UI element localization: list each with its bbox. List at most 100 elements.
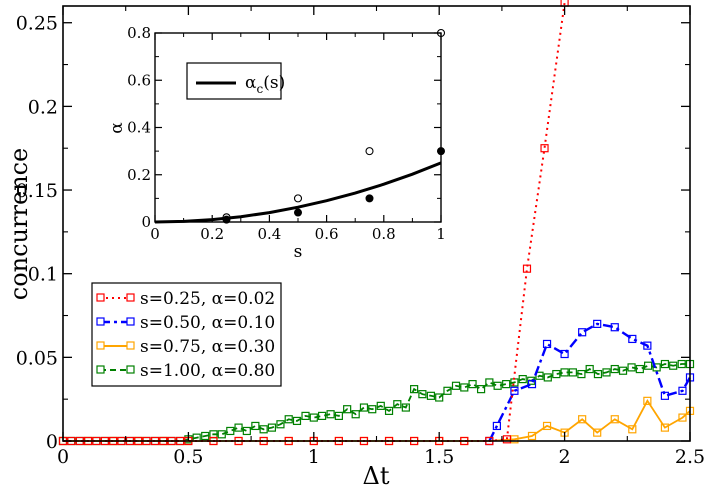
inset-legend-label: αc(s) — [245, 73, 285, 96]
series-line-1 — [488, 322, 692, 442]
legend-label-s050: s=0.50, α=0.10 — [140, 313, 275, 333]
inset-open-point — [293, 194, 303, 203]
series-marker-1 — [643, 341, 652, 350]
series-marker-3 — [401, 403, 410, 412]
series-marker-1 — [560, 349, 569, 359]
series-marker-1 — [527, 380, 537, 389]
series-line-2 — [63, 399, 691, 442]
series-marker-1 — [678, 386, 687, 395]
main-y-tick-label: 0.25 — [16, 13, 58, 35]
series-marker-3 — [251, 421, 260, 431]
series-marker-3 — [543, 373, 552, 382]
inset-y-axis-label: α — [107, 122, 127, 134]
inset-x-tick-label: 0 — [150, 225, 160, 243]
series-marker-2 — [578, 415, 587, 424]
inset-y-tick-label: 0 — [141, 213, 151, 231]
inset-plot-background — [155, 33, 441, 222]
series-marker-2 — [660, 423, 670, 432]
series-marker-3 — [384, 406, 394, 415]
series-marker-3 — [627, 363, 636, 372]
main-x-tick-label: 0.5 — [173, 446, 203, 468]
series-marker-3 — [593, 369, 603, 379]
series-marker-2 — [678, 413, 687, 422]
series-marker-3 — [284, 415, 293, 424]
series-marker-1 — [628, 334, 637, 344]
main-legend: s=0.25, α=0.02 s=0.50, α=0.10 s=0.75, α=… — [91, 282, 282, 387]
series-marker-3 — [292, 416, 302, 426]
series-marker-3 — [301, 411, 310, 421]
series-marker-3 — [201, 431, 210, 441]
inset-legend-arg: (s) — [263, 73, 285, 93]
inset-filled-point — [294, 208, 302, 217]
series-marker-1 — [578, 328, 587, 337]
legend-marker-s050 — [96, 317, 105, 326]
inset-y-tick-label: 0.8 — [127, 24, 151, 42]
series-marker-3 — [435, 393, 444, 402]
main-x-tick-label: 2 — [559, 446, 571, 468]
inset-x-tick-label: 0.6 — [315, 225, 339, 243]
main-x-tick-label: 2.5 — [675, 446, 705, 468]
series-marker-3 — [368, 405, 377, 414]
series-marker-2 — [610, 415, 619, 424]
series-marker-3 — [334, 411, 343, 421]
inset-plot: 0 0.2 0.4 0.6 0.8 100.20.40.60.8 s α αc(s) — [107, 24, 446, 262]
series-marker-3 — [669, 361, 678, 370]
inset-legend-subscript: c — [256, 82, 263, 96]
series-marker-2 — [643, 396, 652, 405]
main-x-tick-label: 0 — [57, 446, 69, 468]
legend-label-s100: s=1.00, α=0.80 — [140, 361, 275, 381]
inset-alpha-c-curve — [154, 161, 442, 224]
series-marker-3 — [493, 381, 502, 390]
inset-y-tick-label: 0.4 — [127, 119, 151, 137]
series-marker-3 — [426, 391, 436, 400]
series-marker-3 — [660, 359, 670, 369]
legend-marker-s050-end — [126, 317, 135, 326]
series-marker-3 — [568, 368, 577, 377]
series-marker-3 — [560, 368, 569, 377]
legend-entry-s050: s=0.50, α=0.10 — [96, 313, 275, 333]
main-x-axis-label: Δt — [363, 462, 390, 490]
legend-label-s075: s=0.75, α=0.30 — [140, 337, 275, 357]
series-marker-3 — [502, 380, 511, 389]
series-marker-3 — [343, 405, 352, 414]
main-x-tick-label: 1 — [308, 446, 320, 468]
inset-filled-point — [365, 194, 374, 203]
series-marker-3 — [309, 413, 318, 422]
series-marker-3 — [351, 410, 360, 419]
series-marker-3 — [242, 426, 251, 436]
series-marker-1 — [593, 319, 602, 328]
main-plot: 0 0.5 1 1.5 2 2.5 0 0.05 0.1 0.15 0.2 0.25 Δt concu… — [5, 0, 705, 490]
inset-open-point — [365, 147, 374, 156]
series-marker-3 — [602, 368, 611, 377]
series-marker-1 — [610, 323, 619, 332]
main-y-tick-label: 0.05 — [16, 347, 58, 369]
inset-legend-box — [186, 62, 282, 100]
series-marker-3 — [326, 410, 335, 419]
main-y-tick-label: 0.2 — [28, 96, 58, 118]
series-marker-3 — [585, 364, 594, 374]
series-marker-3 — [393, 400, 402, 409]
legend-entry-s025: s=0.25, α=0.02 — [96, 289, 275, 309]
series-marker-2 — [628, 425, 637, 434]
inset-legend-alpha: α — [245, 73, 257, 93]
series-marker-3 — [234, 423, 243, 432]
inset-x-tick-label: 1 — [436, 225, 446, 243]
series-marker-3 — [476, 385, 486, 394]
main-axis-ticks: 0 0.5 1 1.5 2 2.5 0 0.05 0.1 0.15 0.2 0.25 — [16, 6, 705, 468]
series-marker-1 — [542, 339, 552, 349]
main-x-tick-label: 1.5 — [424, 446, 454, 468]
legend-entry-s100: s=1.00, α=0.80 — [96, 361, 275, 381]
series-marker-0 — [522, 264, 532, 273]
inset-x-axis-label: s — [294, 242, 303, 262]
series-marker-3 — [418, 390, 427, 399]
legend-marker-s075 — [96, 341, 105, 350]
series-marker-3 — [451, 381, 461, 390]
inset-y-tick-label: 0.6 — [127, 71, 151, 89]
series-marker-3 — [677, 359, 686, 369]
series-marker-3 — [443, 386, 452, 395]
inset-x-tick-label: 0.2 — [200, 225, 224, 243]
legend-marker-s100 — [96, 365, 105, 374]
series-marker-3 — [635, 364, 644, 374]
series-marker-1 — [510, 386, 519, 395]
